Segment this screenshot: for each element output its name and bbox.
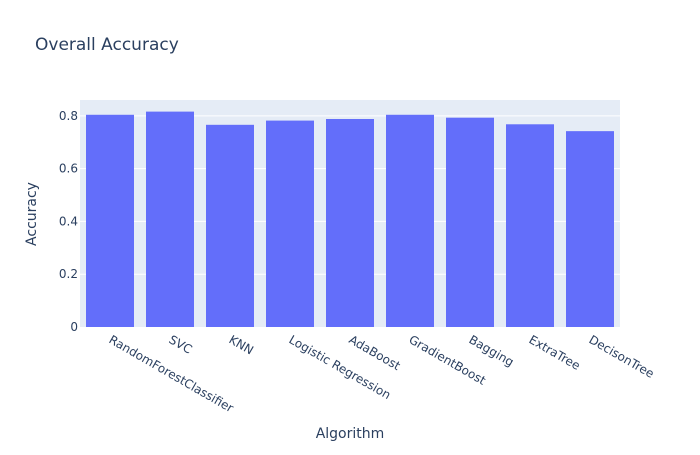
x-tick-label: Bagging: [467, 332, 517, 369]
bar: [86, 114, 134, 327]
bar: [146, 111, 194, 327]
y-tick-label: 0.6: [59, 162, 78, 176]
bar: [266, 120, 314, 327]
y-tick-label: 0.8: [59, 109, 78, 123]
bar: [386, 114, 434, 327]
x-tick-label: Logistic Regression: [287, 332, 394, 402]
x-axis-title: Algorithm: [316, 426, 385, 442]
x-tick-label: DecisonTree: [587, 332, 657, 381]
bar: [446, 117, 494, 328]
y-tick-label: 0.4: [59, 214, 78, 228]
x-tick-label: KNN: [227, 332, 256, 357]
y-axis-title: Accuracy: [24, 182, 40, 246]
x-tick-label: ExtraTree: [527, 332, 583, 372]
y-tick-label: 0.2: [59, 267, 78, 281]
x-tick-label: SVC: [167, 332, 195, 356]
bar: [326, 119, 374, 327]
bar: [566, 131, 614, 327]
y-tick-label: 0: [70, 320, 78, 334]
bar: [506, 124, 554, 327]
chart-title: Overall Accuracy: [35, 35, 179, 55]
bar: [206, 124, 254, 327]
